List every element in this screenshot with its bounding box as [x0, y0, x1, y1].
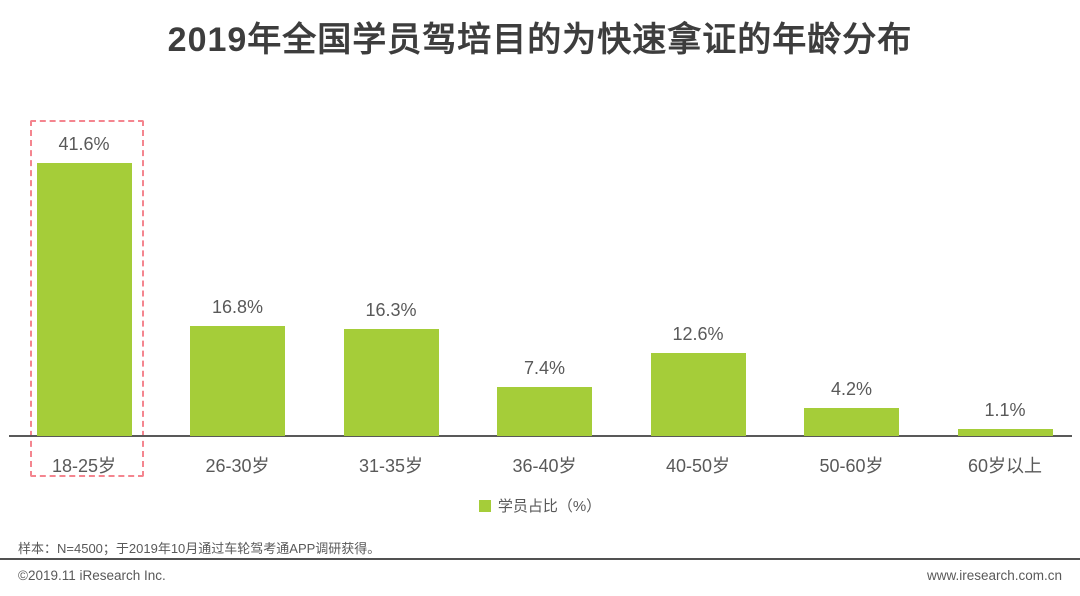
x-axis-label: 31-35岁 [358, 456, 424, 476]
bar [36, 163, 132, 436]
footer-divider [0, 558, 1080, 560]
footer-website: www.iresearch.com.cn [926, 568, 1062, 583]
bar [804, 408, 899, 436]
bar-value-label: 16.3% [365, 300, 417, 320]
bar-value-label: 41.6% [58, 134, 110, 154]
legend-label: 学员占比（%） [497, 498, 602, 515]
legend: 学员占比（%） [0, 495, 1080, 516]
bar [957, 429, 1053, 436]
x-axis-label: 26-30岁 [205, 456, 270, 476]
bar [650, 353, 746, 436]
bar [190, 326, 285, 436]
x-axis-label: 18-25岁 [51, 456, 117, 476]
x-axis-label: 36-40岁 [512, 456, 577, 476]
bar [497, 387, 592, 436]
bar-value-label: 12.6% [672, 324, 724, 344]
x-axis-line [9, 435, 1072, 437]
chart-title: 2019年全国学员驾培目的为快速拿证的年龄分布 [167, 21, 913, 59]
source-note: 样本：N=4500；于2019年10月通过车轮驾考通APP调研获得。 [18, 541, 381, 556]
bar-value-label: 1.1% [984, 400, 1026, 420]
footer-copyright: ©2019.11 iResearch Inc. [18, 568, 166, 583]
bar-value-label: 16.8% [211, 297, 264, 317]
legend-swatch-icon [478, 499, 491, 512]
highlight-box [30, 120, 144, 477]
x-axis-label: 40-50岁 [665, 456, 731, 476]
x-axis-label: 60岁以上 [967, 456, 1043, 476]
bar-value-label: 4.2% [830, 379, 873, 399]
x-axis-label: 50-60岁 [819, 456, 884, 476]
bar-value-label: 7.4% [523, 358, 566, 378]
bar [343, 329, 439, 436]
